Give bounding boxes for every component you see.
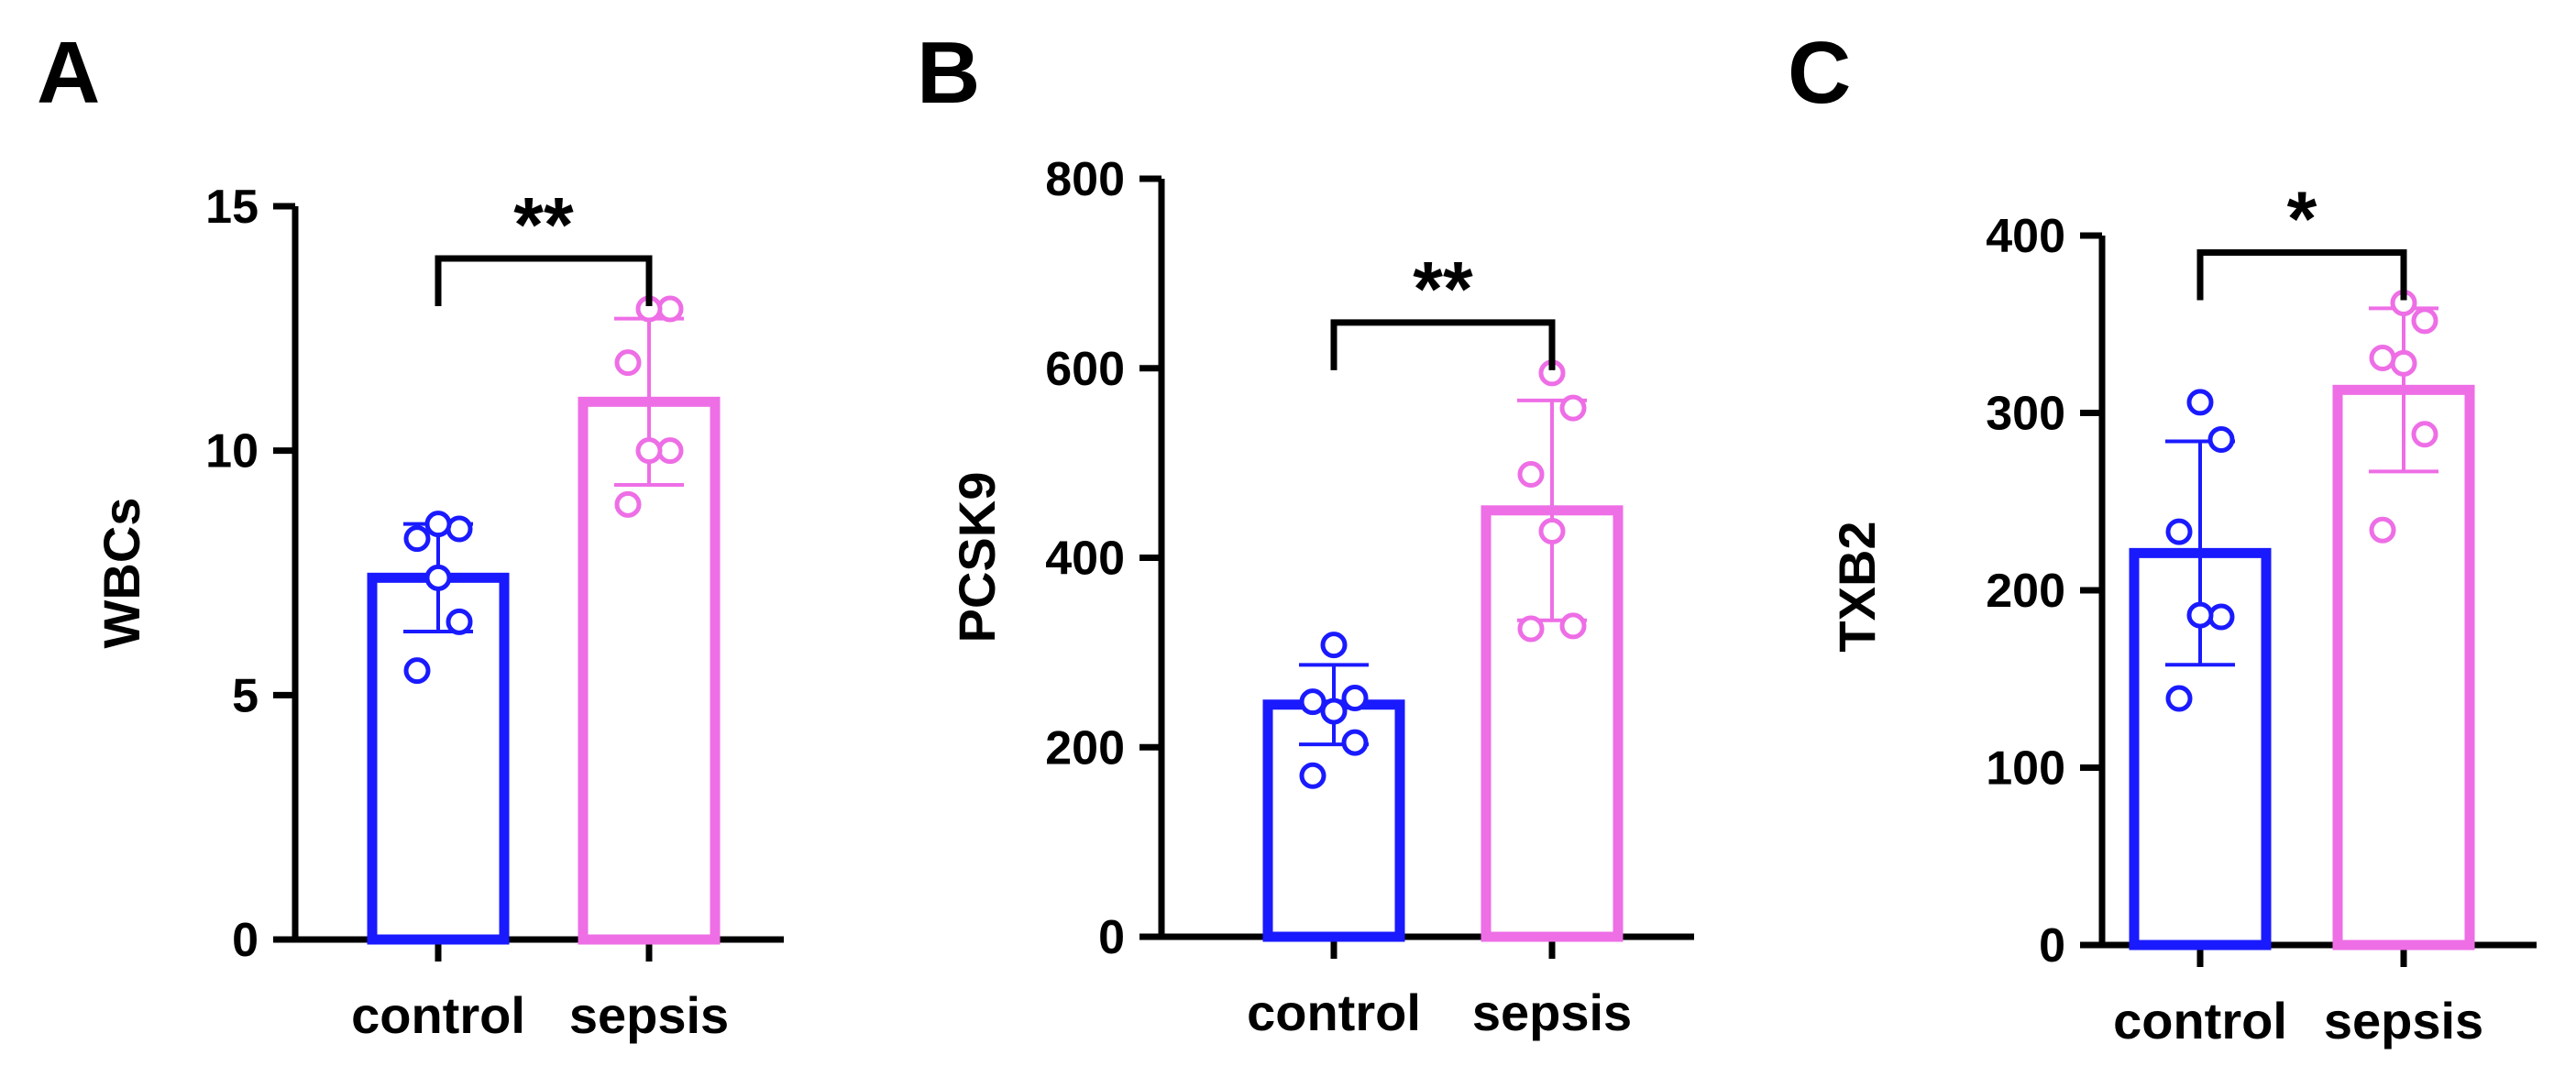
y-tick-label: 200 [1986,565,2065,618]
data-point-sepsis [1559,394,1587,422]
y-tick-label: 10 [205,425,259,478]
data-point-control [2207,603,2235,631]
y-tick-label: 200 [1045,721,1125,775]
data-point-sepsis [1559,612,1587,640]
data-point-sepsis [656,437,684,465]
x-category-label: sepsis [1472,984,1632,1041]
data-point-control [424,511,452,538]
data-point-sepsis [1517,615,1545,643]
significance-label: * [2287,176,2317,262]
data-point-sepsis [614,349,642,377]
data-point-sepsis [2411,421,2438,448]
x-category-label: control [2113,992,2287,1050]
data-point-sepsis [2411,307,2438,335]
data-point-control [2186,601,2214,629]
y-axis-title: TXB2 [1828,521,1886,652]
y-tick-label: 300 [1986,388,2065,441]
data-point-control [1299,688,1327,716]
data-point-sepsis [1517,461,1545,489]
chart-panel-a: A 0 5 10 15 WBCs control sepsis ** [37,24,784,1044]
y-tick-label: 0 [1098,911,1125,964]
data-point-control [1320,632,1348,659]
data-point-sepsis [656,295,684,323]
data-point-control [1320,698,1348,725]
data-point-control [2165,518,2193,545]
significance-bracket [435,255,653,306]
data-point-control [2207,426,2235,454]
data-point-sepsis [614,490,642,518]
data-point-sepsis [1538,518,1566,545]
x-category-label: control [1247,984,1421,1041]
y-tick-label: 5 [232,669,259,722]
data-point-control [446,608,473,635]
y-axis-title: WBCs [93,498,150,649]
data-point-control [2165,685,2193,712]
data-point-sepsis [2369,516,2396,544]
chart-panel-b: B 0 200 400 600 800 PCSK9 control sepsis ** [917,24,1694,1041]
chart-panel-c: C 0 100 200 300 400 TXB2 control sepsis * [1788,24,2537,1050]
data-point-control [1299,762,1327,789]
x-category-label: sepsis [569,986,729,1044]
data-point-control [2186,389,2214,416]
y-tick-label: 15 [205,181,259,234]
y-tick-label: 400 [1045,533,1125,586]
panel-letter: B [917,24,980,122]
data-point-control [424,564,452,591]
x-category-label: control [351,986,525,1044]
significance-bracket [1330,319,1556,370]
data-point-control [446,515,473,543]
significance-label: ** [1413,246,1473,332]
data-point-sepsis [2369,345,2396,372]
data-point-control [1341,729,1369,756]
y-axis-title: PCSK9 [948,472,1006,643]
data-point-sepsis [635,437,663,465]
data-point-control [403,525,431,553]
y-tick-label: 100 [1986,742,2065,796]
significance-bracket [2196,249,2407,301]
panel-letter: A [37,24,100,122]
y-tick-label: 800 [1045,153,1125,206]
data-point-control [403,657,431,685]
y-tick-label: 400 [1986,210,2065,263]
x-category-label: sepsis [2324,992,2483,1050]
y-tick-label: 600 [1045,343,1125,396]
y-tick-label: 0 [232,914,259,967]
y-tick-label: 0 [2039,919,2065,973]
data-point-sepsis [2390,349,2417,377]
significance-label: ** [513,181,574,268]
data-point-control [1341,684,1369,711]
panel-letter: C [1788,24,1851,122]
